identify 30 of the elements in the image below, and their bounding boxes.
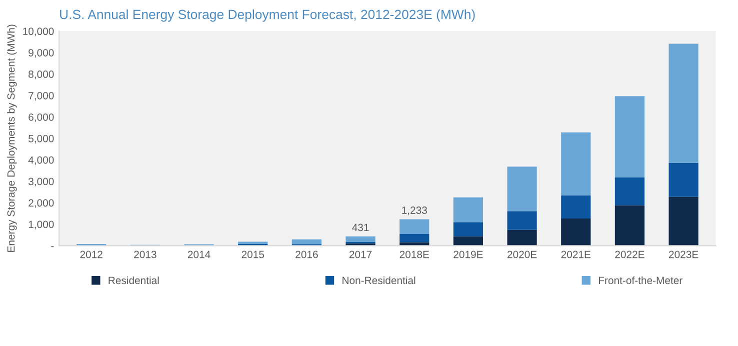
x-tick-label: 2022E [615,250,644,258]
legend-label: Non-Residential [342,276,416,284]
x-tick-label: 2017 [349,250,372,258]
legend-label: Front-of-the-Meter [598,276,682,284]
total-label: 1,233 [402,206,427,216]
y-tick-label: 8,000 [28,70,54,80]
x-tick-label: 2019E [454,250,483,258]
x-tick-label: 2015 [242,250,264,258]
chart-title: U.S. Annual Energy Storage Deployment Forecast, 2012-2023E (MWh) [60,9,475,22]
total-label: 431 [352,224,369,232]
x-tick-label: 2016 [296,250,318,258]
y-tick-label: - [51,246,54,248]
y-tick-label: 3,000 [28,178,54,186]
y-tick-label: 1,000 [28,220,54,230]
y-tick-label: 2,000 [28,199,54,208]
y-tick-label: 7,000 [28,92,54,101]
x-tick-label: 2014 [188,250,210,258]
x-tick-label: 2020E [508,250,537,258]
x-tick-label: 2021E [561,250,590,258]
y-tick-label: 5,000 [28,134,54,144]
y-tick-label: 4,000 [28,156,54,165]
y-tick-label: 9,000 [28,49,54,58]
y-axis-title: Energy Storage Deployments by Segment (MWh) [7,24,17,252]
y-tick-label: 10,000 [23,28,54,36]
x-tick-label: 2018E [400,250,429,258]
y-tick-label: 6,000 [28,113,54,122]
x-tick-label: 2012 [80,250,102,258]
x-tick-label: 2023E [669,250,698,258]
x-tick-label: 2013 [134,250,156,258]
legend-label: Residential [108,276,159,284]
